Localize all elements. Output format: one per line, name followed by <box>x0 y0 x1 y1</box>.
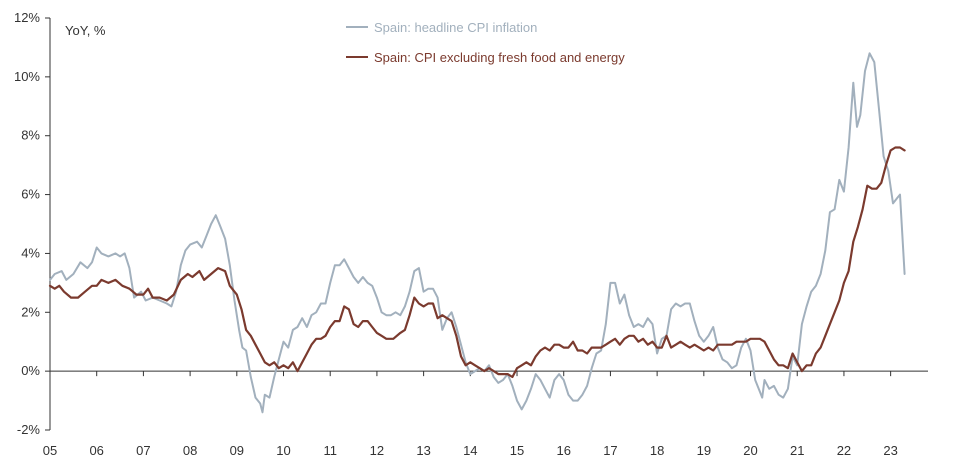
series-line-core <box>48 146 906 379</box>
y-tick-label: -2% <box>17 422 41 437</box>
x-tick-label: 05 <box>43 443 57 458</box>
x-tick-label: 17 <box>603 443 617 458</box>
legend-label-headline: Spain: headline CPI inflation <box>374 20 537 35</box>
x-tick-label: 12 <box>370 443 384 458</box>
y-tick-label: 6% <box>21 187 40 202</box>
x-tick-label: 07 <box>136 443 150 458</box>
series-line-headline <box>49 52 906 414</box>
y-tick-label: 0% <box>21 363 40 378</box>
chart-axes <box>49 18 928 430</box>
y-tick-label: 2% <box>21 304 40 319</box>
x-axis-ticks: 05 06 07 08 09 10 11 12 13 14 15 16 17 18 19 20 21 22 23 <box>43 371 898 458</box>
x-tick-label: 16 <box>556 443 570 458</box>
x-tick-label: 18 <box>650 443 664 458</box>
x-tick-label: 06 <box>89 443 103 458</box>
x-tick-label: 15 <box>510 443 524 458</box>
x-tick-label: 19 <box>697 443 711 458</box>
x-tick-label: 20 <box>743 443 757 458</box>
x-tick-label: 10 <box>276 443 290 458</box>
x-tick-label: 14 <box>463 443 477 458</box>
y-tick-label: 12% <box>14 10 40 25</box>
y-axis-unit-label: YoY, % <box>65 23 106 38</box>
legend-label-core: Spain: CPI excluding fresh food and ener… <box>374 50 625 65</box>
y-tick-label: 10% <box>14 69 40 84</box>
series-lines <box>48 52 906 414</box>
x-tick-label: 13 <box>416 443 430 458</box>
x-tick-label: 23 <box>883 443 897 458</box>
x-tick-label: 11 <box>323 443 337 458</box>
chart-legend: Spain: headline CPI inflation Spain: CPI… <box>346 20 625 65</box>
x-tick-label: 09 <box>230 443 244 458</box>
y-tick-label: 4% <box>21 245 40 260</box>
y-tick-label: 8% <box>21 128 40 143</box>
x-tick-label: 22 <box>837 443 851 458</box>
x-tick-label: 21 <box>790 443 804 458</box>
x-tick-label: 08 <box>183 443 197 458</box>
y-axis-ticks: -2% 0% 2% 4% 6% 8% 10% 12% <box>14 10 50 437</box>
